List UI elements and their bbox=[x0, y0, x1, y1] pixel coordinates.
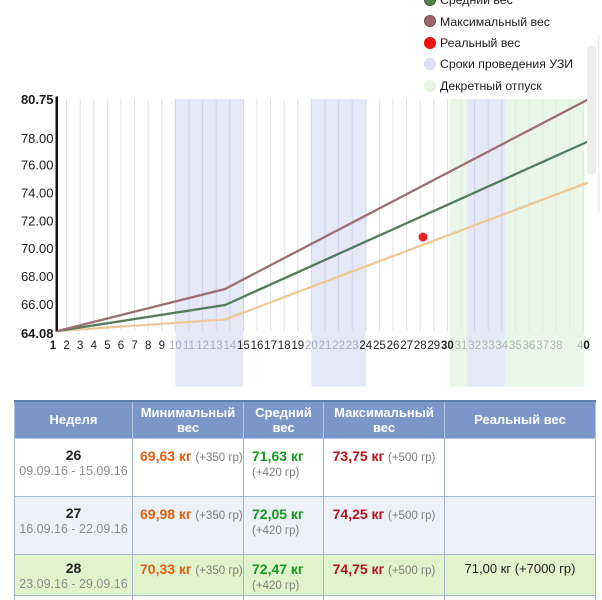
svg-text:38: 38 bbox=[550, 340, 563, 352]
svg-text:18: 18 bbox=[278, 340, 291, 352]
svg-text:37: 37 bbox=[536, 340, 549, 352]
svg-text:78.00: 78.00 bbox=[21, 131, 54, 146]
svg-text:80.75: 80.75 bbox=[21, 92, 54, 107]
svg-text:12: 12 bbox=[196, 340, 209, 352]
svg-text:11: 11 bbox=[183, 340, 195, 352]
svg-text:64.08: 64.08 bbox=[21, 326, 54, 341]
svg-text:14: 14 bbox=[223, 340, 236, 352]
svg-text:5: 5 bbox=[104, 340, 110, 352]
svg-text:74.00: 74.00 bbox=[21, 185, 54, 200]
svg-text:20: 20 bbox=[305, 340, 318, 352]
svg-text:27: 27 bbox=[400, 340, 413, 352]
svg-text:72.00: 72.00 bbox=[21, 213, 54, 228]
svg-text:7: 7 bbox=[131, 340, 137, 352]
svg-text:24: 24 bbox=[359, 340, 372, 352]
svg-text:26: 26 bbox=[387, 340, 400, 352]
svg-text:29: 29 bbox=[427, 340, 440, 352]
svg-text:40: 40 bbox=[577, 340, 590, 352]
svg-text:31: 31 bbox=[455, 340, 468, 352]
svg-text:10: 10 bbox=[169, 340, 182, 352]
svg-text:30: 30 bbox=[441, 340, 454, 352]
svg-text:25: 25 bbox=[373, 340, 386, 352]
svg-text:3: 3 bbox=[77, 340, 83, 352]
svg-text:28: 28 bbox=[414, 340, 427, 352]
svg-text:22: 22 bbox=[332, 340, 345, 352]
svg-text:70.00: 70.00 bbox=[21, 241, 54, 256]
svg-text:33: 33 bbox=[482, 340, 495, 352]
svg-text:15: 15 bbox=[237, 340, 250, 352]
svg-text:35: 35 bbox=[509, 340, 522, 352]
svg-text:2: 2 bbox=[63, 340, 69, 352]
svg-text:4: 4 bbox=[91, 340, 98, 352]
svg-text:6: 6 bbox=[118, 340, 124, 352]
svg-text:66.00: 66.00 bbox=[21, 297, 54, 312]
svg-text:68.00: 68.00 bbox=[21, 269, 54, 284]
svg-text:23: 23 bbox=[346, 340, 359, 352]
svg-text:76.00: 76.00 bbox=[21, 158, 54, 173]
svg-text:19: 19 bbox=[291, 340, 304, 352]
svg-text:8: 8 bbox=[145, 340, 151, 352]
svg-text:21: 21 bbox=[319, 340, 332, 352]
svg-text:32: 32 bbox=[468, 340, 481, 352]
svg-text:36: 36 bbox=[523, 340, 536, 352]
svg-text:13: 13 bbox=[210, 340, 223, 352]
svg-text:9: 9 bbox=[159, 340, 165, 352]
svg-text:17: 17 bbox=[264, 340, 277, 352]
svg-text:34: 34 bbox=[495, 340, 508, 352]
svg-text:1: 1 bbox=[50, 340, 57, 352]
svg-text:16: 16 bbox=[251, 340, 264, 352]
